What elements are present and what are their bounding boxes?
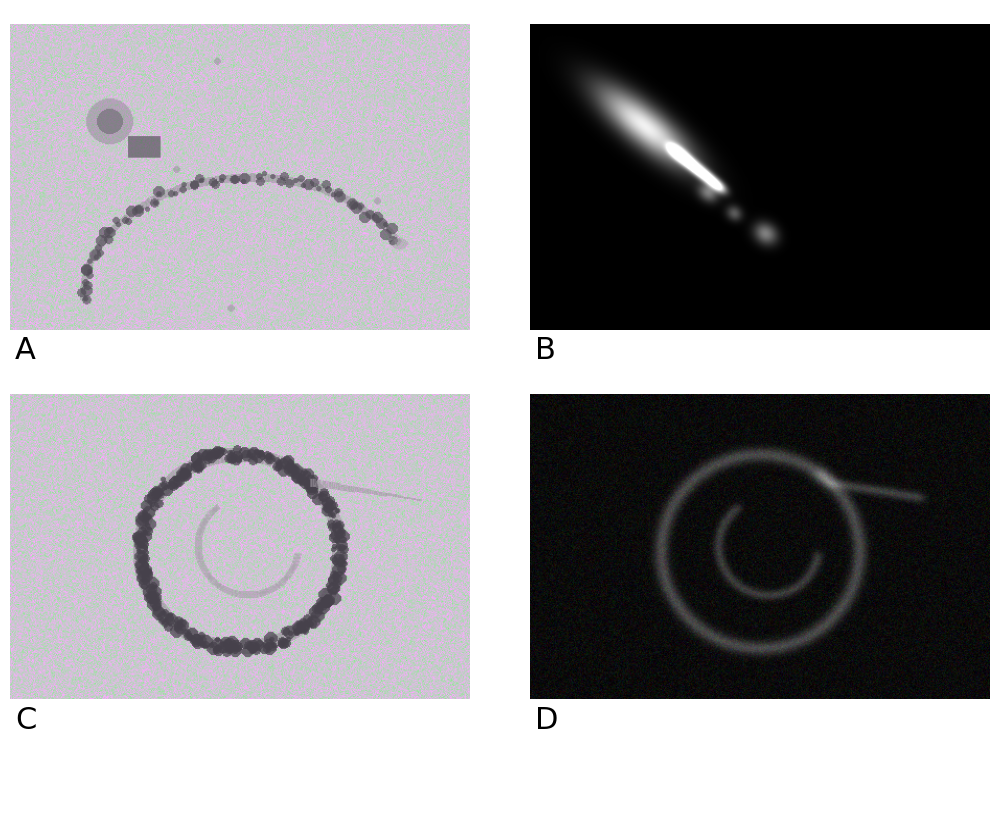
Text: A: A	[15, 336, 36, 365]
Text: C: C	[15, 706, 36, 735]
Text: B: B	[535, 336, 556, 365]
Text: D: D	[535, 706, 558, 735]
